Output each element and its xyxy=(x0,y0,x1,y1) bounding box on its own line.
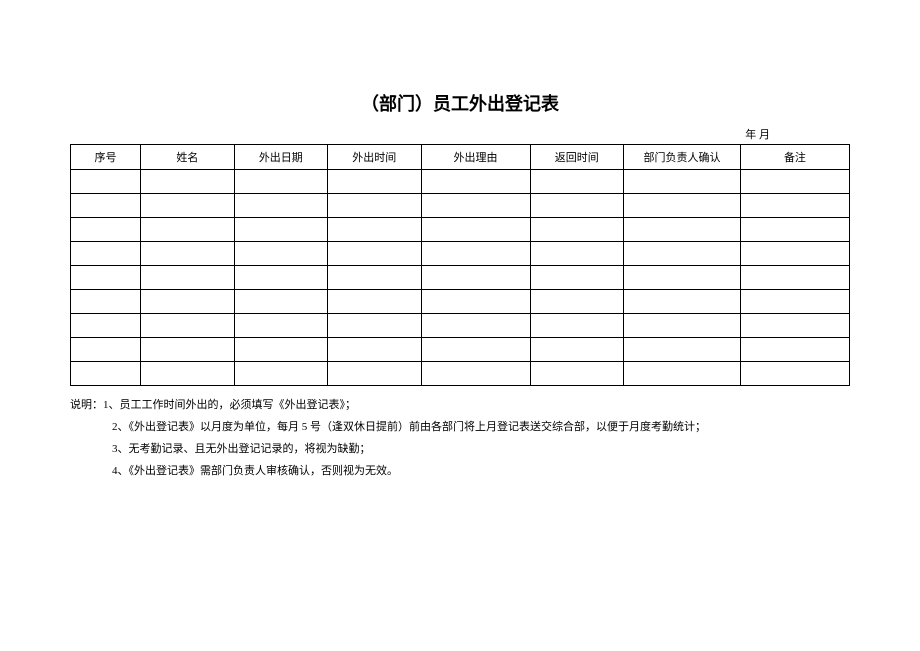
table-row xyxy=(71,266,850,290)
table-row xyxy=(71,314,850,338)
note-line: 2、《外出登记表》以月度为单位，每月 5 号（逢双休日提前）前由各部门将上月登记… xyxy=(70,416,850,438)
column-header: 返回时间 xyxy=(530,145,623,170)
column-header: 外出日期 xyxy=(234,145,327,170)
note-text: 1、员工工作时间外出的，必须填写《外出登记表》； xyxy=(103,399,356,411)
table-header-row: 序号 姓名 外出日期 外出时间 外出理由 返回时间 部门负责人确认 备注 xyxy=(71,145,850,170)
table-row xyxy=(71,290,850,314)
date-label: 年 月 xyxy=(70,126,850,142)
table-row xyxy=(71,218,850,242)
note-line: 说明：1、员工工作时间外出的，必须填写《外出登记表》； xyxy=(70,394,850,416)
table-row xyxy=(71,170,850,194)
column-header: 姓名 xyxy=(141,145,234,170)
notes-prefix: 说明： xyxy=(70,399,103,411)
note-line: 4、《外出登记表》需部门负责人审核确认，否则视为无效。 xyxy=(70,460,850,482)
table-row xyxy=(71,194,850,218)
page-container: （部门）员工外出登记表 年 月 序号 姓名 外出日期 外出时间 外出理由 返回时… xyxy=(70,90,850,482)
note-line: 3、无考勤记录、且无外出登记记录的，将视为缺勤； xyxy=(70,438,850,460)
column-header: 部门负责人确认 xyxy=(624,145,741,170)
column-header: 备注 xyxy=(740,145,849,170)
table-row xyxy=(71,242,850,266)
notes-section: 说明：1、员工工作时间外出的，必须填写《外出登记表》； 2、《外出登记表》以月度… xyxy=(70,394,850,482)
page-title: （部门）员工外出登记表 xyxy=(70,90,850,116)
register-table: 序号 姓名 外出日期 外出时间 外出理由 返回时间 部门负责人确认 备注 xyxy=(70,144,850,386)
table-row xyxy=(71,362,850,386)
column-header: 外出理由 xyxy=(421,145,530,170)
table-row xyxy=(71,338,850,362)
column-header: 外出时间 xyxy=(328,145,421,170)
column-header: 序号 xyxy=(71,145,141,170)
table-body xyxy=(71,170,850,386)
